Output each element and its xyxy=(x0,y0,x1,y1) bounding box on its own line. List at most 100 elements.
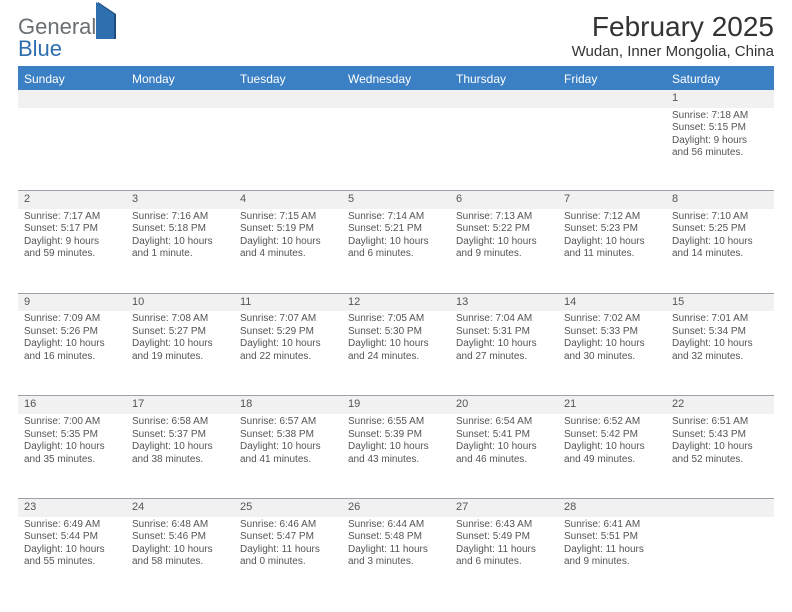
day-cell: Sunrise: 6:43 AMSunset: 5:49 PMDaylight:… xyxy=(450,517,558,601)
daylight1-text: Daylight: 9 hours xyxy=(24,236,120,249)
sunset-text: Sunset: 5:38 PM xyxy=(240,429,336,442)
sunset-text: Sunset: 5:46 PM xyxy=(132,531,228,544)
day-number: 3 xyxy=(126,191,234,209)
day-number: 20 xyxy=(450,396,558,414)
daylight1-text: Daylight: 10 hours xyxy=(24,338,120,351)
day-number-row: 16171819202122 xyxy=(18,396,774,414)
daylight1-text: Daylight: 10 hours xyxy=(348,338,444,351)
sunset-text: Sunset: 5:30 PM xyxy=(348,326,444,339)
day-cell: Sunrise: 7:14 AMSunset: 5:21 PMDaylight:… xyxy=(342,209,450,294)
week-row: Sunrise: 7:18 AMSunset: 5:15 PMDaylight:… xyxy=(18,108,774,191)
calendar-table: Sunday Monday Tuesday Wednesday Thursday… xyxy=(18,68,774,601)
weekday-saturday: Saturday xyxy=(666,68,774,90)
sunset-text: Sunset: 5:35 PM xyxy=(24,429,120,442)
day-number: 21 xyxy=(558,396,666,414)
daylight2-text: and 4 minutes. xyxy=(240,248,336,261)
day-cell: Sunrise: 6:55 AMSunset: 5:39 PMDaylight:… xyxy=(342,414,450,499)
week-row: Sunrise: 7:17 AMSunset: 5:17 PMDaylight:… xyxy=(18,209,774,294)
daylight2-text: and 27 minutes. xyxy=(456,351,552,364)
sunrise-text: Sunrise: 6:54 AM xyxy=(456,416,552,429)
day-cell: Sunrise: 7:05 AMSunset: 5:30 PMDaylight:… xyxy=(342,311,450,396)
sunset-text: Sunset: 5:25 PM xyxy=(672,223,768,236)
week-row: Sunrise: 6:49 AMSunset: 5:44 PMDaylight:… xyxy=(18,517,774,601)
sunset-text: Sunset: 5:26 PM xyxy=(24,326,120,339)
sunrise-text: Sunrise: 7:17 AM xyxy=(24,211,120,224)
day-number: 16 xyxy=(18,396,126,414)
weekday-thursday: Thursday xyxy=(450,68,558,90)
day-number: 26 xyxy=(342,499,450,517)
weekday-friday: Friday xyxy=(558,68,666,90)
day-cell xyxy=(18,108,126,191)
sunrise-text: Sunrise: 7:08 AM xyxy=(132,313,228,326)
day-cell: Sunrise: 6:57 AMSunset: 5:38 PMDaylight:… xyxy=(234,414,342,499)
sunrise-text: Sunrise: 6:46 AM xyxy=(240,519,336,532)
sunrise-text: Sunrise: 6:55 AM xyxy=(348,416,444,429)
daylight2-text: and 49 minutes. xyxy=(564,454,660,467)
day-cell: Sunrise: 6:48 AMSunset: 5:46 PMDaylight:… xyxy=(126,517,234,601)
sunrise-text: Sunrise: 7:01 AM xyxy=(672,313,768,326)
day-cell xyxy=(126,108,234,191)
day-number xyxy=(234,90,342,108)
daylight1-text: Daylight: 10 hours xyxy=(456,236,552,249)
sunrise-text: Sunrise: 7:04 AM xyxy=(456,313,552,326)
day-number: 10 xyxy=(126,294,234,312)
day-cell: Sunrise: 7:09 AMSunset: 5:26 PMDaylight:… xyxy=(18,311,126,396)
sunrise-text: Sunrise: 6:44 AM xyxy=(348,519,444,532)
day-number: 18 xyxy=(234,396,342,414)
day-number: 27 xyxy=(450,499,558,517)
day-cell: Sunrise: 7:07 AMSunset: 5:29 PMDaylight:… xyxy=(234,311,342,396)
day-number: 23 xyxy=(18,499,126,517)
sunset-text: Sunset: 5:27 PM xyxy=(132,326,228,339)
day-cell: Sunrise: 7:01 AMSunset: 5:34 PMDaylight:… xyxy=(666,311,774,396)
sunrise-text: Sunrise: 6:41 AM xyxy=(564,519,660,532)
day-number: 11 xyxy=(234,294,342,312)
day-cell: Sunrise: 6:41 AMSunset: 5:51 PMDaylight:… xyxy=(558,517,666,601)
day-number: 9 xyxy=(18,294,126,312)
logo-part2: Blue xyxy=(18,36,62,61)
sunset-text: Sunset: 5:17 PM xyxy=(24,223,120,236)
sunset-text: Sunset: 5:49 PM xyxy=(456,531,552,544)
sunset-text: Sunset: 5:18 PM xyxy=(132,223,228,236)
daylight2-text: and 22 minutes. xyxy=(240,351,336,364)
day-number-row: 232425262728 xyxy=(18,499,774,517)
daylight1-text: Daylight: 10 hours xyxy=(456,441,552,454)
daylight1-text: Daylight: 10 hours xyxy=(132,544,228,557)
day-cell: Sunrise: 7:12 AMSunset: 5:23 PMDaylight:… xyxy=(558,209,666,294)
daylight1-text: Daylight: 10 hours xyxy=(240,338,336,351)
daylight1-text: Daylight: 10 hours xyxy=(672,441,768,454)
day-number: 8 xyxy=(666,191,774,209)
day-number xyxy=(126,90,234,108)
day-cell: Sunrise: 6:46 AMSunset: 5:47 PMDaylight:… xyxy=(234,517,342,601)
day-number: 4 xyxy=(234,191,342,209)
daylight2-text: and 35 minutes. xyxy=(24,454,120,467)
day-cell: Sunrise: 7:00 AMSunset: 5:35 PMDaylight:… xyxy=(18,414,126,499)
day-number xyxy=(666,499,774,517)
day-cell xyxy=(342,108,450,191)
logo: General Blue xyxy=(18,10,114,60)
daylight1-text: Daylight: 9 hours xyxy=(672,135,768,148)
day-number: 28 xyxy=(558,499,666,517)
day-cell: Sunrise: 7:18 AMSunset: 5:15 PMDaylight:… xyxy=(666,108,774,191)
sunset-text: Sunset: 5:33 PM xyxy=(564,326,660,339)
day-cell: Sunrise: 6:51 AMSunset: 5:43 PMDaylight:… xyxy=(666,414,774,499)
sunset-text: Sunset: 5:43 PM xyxy=(672,429,768,442)
calendar-body: 1Sunrise: 7:18 AMSunset: 5:15 PMDaylight… xyxy=(18,90,774,601)
day-cell: Sunrise: 6:58 AMSunset: 5:37 PMDaylight:… xyxy=(126,414,234,499)
page-header: General Blue February 2025 Wudan, Inner … xyxy=(18,10,774,60)
day-cell xyxy=(558,108,666,191)
daylight1-text: Daylight: 10 hours xyxy=(456,338,552,351)
sunrise-text: Sunrise: 7:05 AM xyxy=(348,313,444,326)
sunrise-text: Sunrise: 7:18 AM xyxy=(672,110,768,123)
day-number xyxy=(558,90,666,108)
page-title: February 2025 xyxy=(572,12,774,41)
sunrise-text: Sunrise: 7:16 AM xyxy=(132,211,228,224)
day-cell: Sunrise: 7:04 AMSunset: 5:31 PMDaylight:… xyxy=(450,311,558,396)
weekday-sunday: Sunday xyxy=(18,68,126,90)
daylight2-text: and 32 minutes. xyxy=(672,351,768,364)
day-cell: Sunrise: 6:54 AMSunset: 5:41 PMDaylight:… xyxy=(450,414,558,499)
daylight2-text: and 43 minutes. xyxy=(348,454,444,467)
daylight1-text: Daylight: 10 hours xyxy=(240,441,336,454)
sunrise-text: Sunrise: 6:51 AM xyxy=(672,416,768,429)
daylight2-text: and 6 minutes. xyxy=(456,556,552,569)
day-number: 24 xyxy=(126,499,234,517)
